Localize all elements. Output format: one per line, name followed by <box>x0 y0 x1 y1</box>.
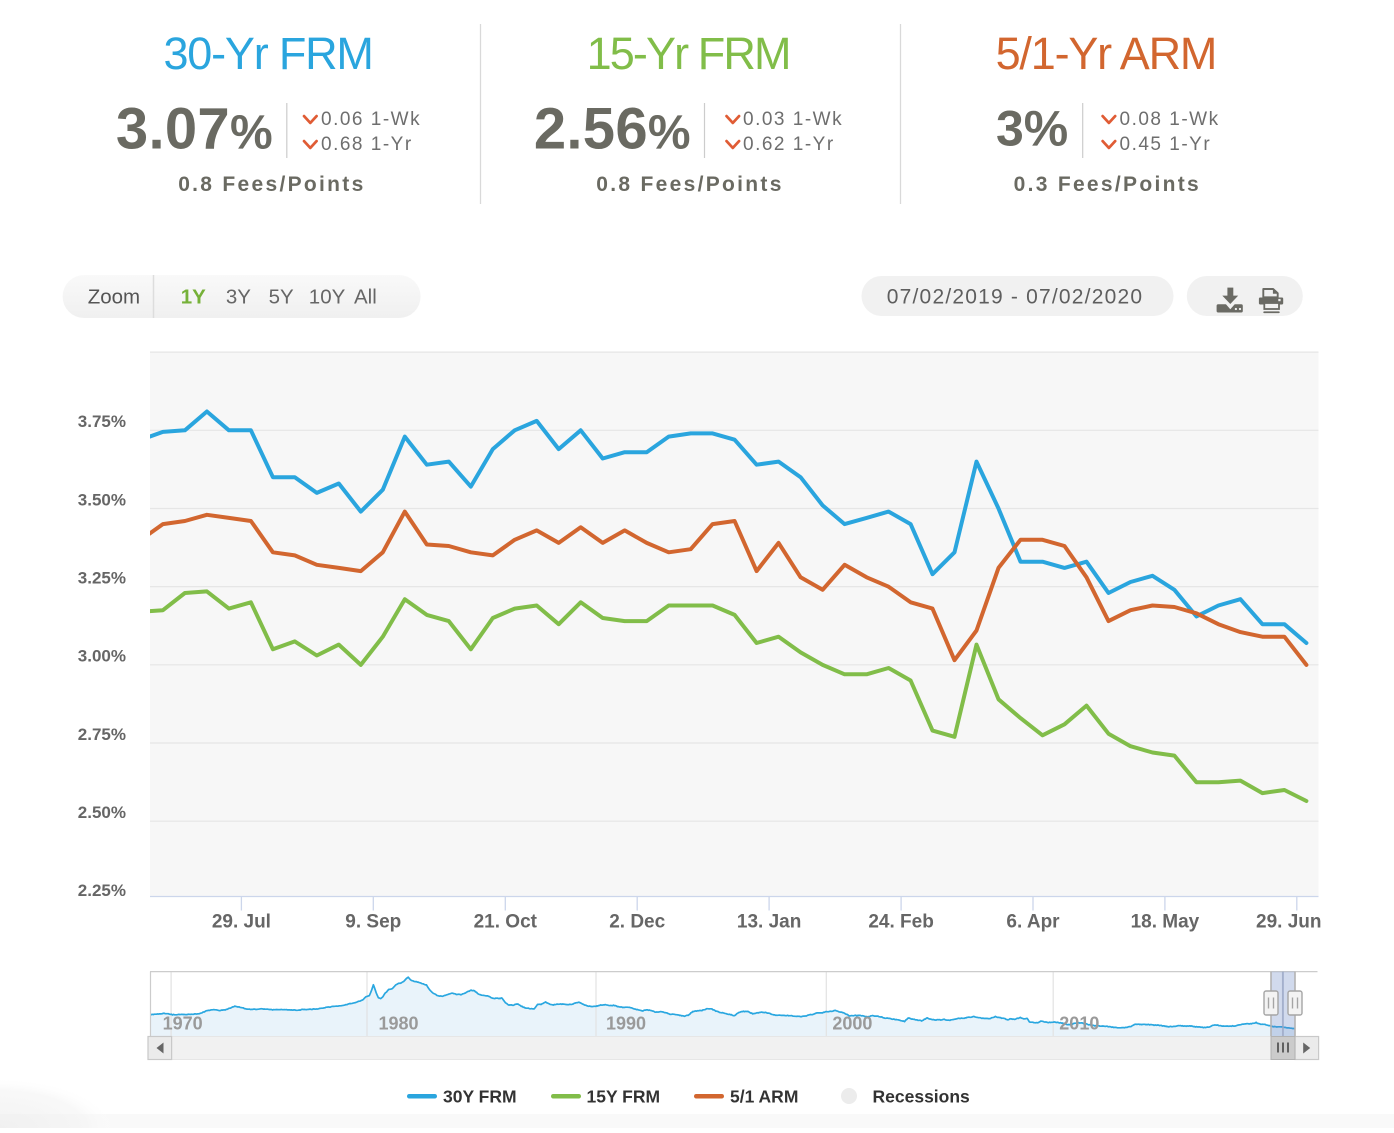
svg-text:18. May: 18. May <box>1131 912 1200 933</box>
svg-text:5/1 ARM: 5/1 ARM <box>730 1087 798 1107</box>
svg-text:2.56%: 2.56% <box>534 97 691 162</box>
svg-text:0.03 1-Wk: 0.03 1-Wk <box>743 109 843 130</box>
svg-text:3%: 3% <box>996 101 1068 157</box>
svg-text:3.75%: 3.75% <box>78 412 126 431</box>
svg-text:Zoom: Zoom <box>88 286 140 309</box>
svg-text:Recessions: Recessions <box>873 1087 971 1107</box>
svg-text:3.50%: 3.50% <box>78 490 126 509</box>
svg-text:0.8 Fees/Points: 0.8 Fees/Points <box>596 173 783 196</box>
svg-text:13. Jan: 13. Jan <box>737 912 801 933</box>
svg-text:9. Sep: 9. Sep <box>345 912 401 933</box>
svg-text:3.07%: 3.07% <box>116 97 273 162</box>
svg-text:24. Feb: 24. Feb <box>868 912 933 933</box>
svg-text:0.62 1-Yr: 0.62 1-Yr <box>743 134 835 155</box>
svg-text:1990: 1990 <box>606 1014 646 1034</box>
svg-text:29. Jul: 29. Jul <box>212 912 271 933</box>
svg-text:All: All <box>354 286 377 309</box>
svg-text:6. Apr: 6. Apr <box>1006 912 1060 933</box>
svg-text:3.25%: 3.25% <box>78 568 126 587</box>
svg-text:2.75%: 2.75% <box>78 725 126 744</box>
svg-text:0.06 1-Wk: 0.06 1-Wk <box>321 109 421 130</box>
svg-text:2010: 2010 <box>1059 1014 1099 1034</box>
svg-text:2000: 2000 <box>832 1014 872 1034</box>
svg-text:5/1-Yr ARM: 5/1-Yr ARM <box>996 28 1217 79</box>
svg-text:07/02/2019 - 07/02/2020: 07/02/2019 - 07/02/2020 <box>887 286 1143 309</box>
svg-text:21. Oct: 21. Oct <box>474 912 538 933</box>
svg-text:2. Dec: 2. Dec <box>609 912 665 933</box>
svg-text:0.68 1-Yr: 0.68 1-Yr <box>321 134 413 155</box>
svg-text:15-Yr FRM: 15-Yr FRM <box>587 28 790 79</box>
svg-text:10Y: 10Y <box>309 286 346 309</box>
svg-text:2.25%: 2.25% <box>78 881 126 900</box>
svg-text:3.00%: 3.00% <box>78 647 126 666</box>
svg-text:5Y: 5Y <box>269 286 294 309</box>
svg-text:2.50%: 2.50% <box>78 803 126 822</box>
svg-text:0.3 Fees/Points: 0.3 Fees/Points <box>1014 173 1201 196</box>
svg-text:0.08 1-Wk: 0.08 1-Wk <box>1120 109 1220 130</box>
svg-text:29. Jun: 29. Jun <box>1256 912 1321 933</box>
svg-text:15Y FRM: 15Y FRM <box>587 1087 661 1107</box>
svg-text:30Y FRM: 30Y FRM <box>443 1087 517 1107</box>
svg-text:0.45 1-Yr: 0.45 1-Yr <box>1120 134 1212 155</box>
svg-text:3Y: 3Y <box>226 286 251 309</box>
svg-text:30-Yr FRM: 30-Yr FRM <box>163 28 372 79</box>
svg-text:1980: 1980 <box>379 1014 419 1034</box>
svg-text:1970: 1970 <box>163 1014 203 1034</box>
svg-text:1Y: 1Y <box>181 286 206 309</box>
svg-text:0.8 Fees/Points: 0.8 Fees/Points <box>178 173 365 196</box>
